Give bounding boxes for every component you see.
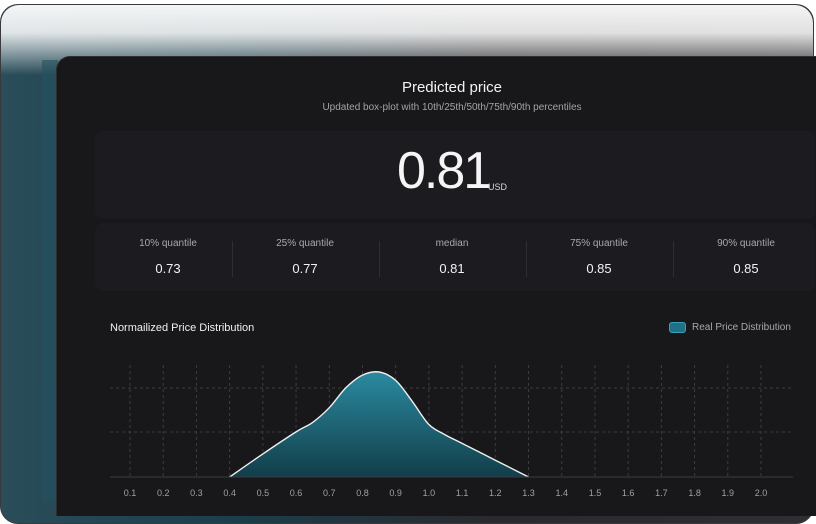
quantile-median: median 0.81: [379, 223, 525, 291]
x-tick-label: 1.7: [655, 488, 668, 498]
legend-swatch: [669, 322, 686, 333]
x-tick-label: 0.3: [190, 488, 203, 498]
quantile-label: 25% quantile: [276, 238, 334, 249]
quantile-75: 75% quantile 0.85: [526, 223, 672, 291]
x-tick-label: 0.5: [257, 488, 270, 498]
x-tick-label: 1.4: [555, 488, 568, 498]
quantile-value: 0.85: [586, 261, 612, 276]
quantile-divider: [526, 241, 527, 277]
distribution-area: [229, 371, 529, 477]
quantile-card: 10% quantile 0.73 25% quantile 0.77 medi…: [95, 223, 815, 291]
quantile-divider: [379, 241, 380, 277]
x-tick-label: 1.0: [423, 488, 436, 498]
quantile-label: 10% quantile: [139, 238, 197, 249]
quantile-label: 90% quantile: [717, 238, 775, 249]
x-axis-ticks: 0.1 0.2 0.3 0.4 0.5 0.6 0.7 0.8 0.9 1.0 1.1 1.2 1.3 1…: [124, 488, 768, 498]
x-tick-label: 0.9: [389, 488, 402, 498]
distribution-title: Normailized Price Distribution: [110, 322, 255, 334]
quantile-value: 0.85: [733, 261, 759, 276]
x-tick-label: 1.2: [489, 488, 502, 498]
quantile-90: 90% quantile 0.85: [673, 223, 816, 291]
prediction-panel: Predicted price Updated box-plot with 10…: [56, 56, 816, 516]
x-tick-label: 0.4: [223, 488, 236, 498]
chart-legend[interactable]: Real Price Distribution: [669, 322, 791, 333]
predicted-price-value: 0.81: [397, 142, 492, 200]
quantile-divider: [232, 241, 233, 277]
quantile-label: 75% quantile: [570, 238, 628, 249]
distribution-line: [229, 371, 529, 478]
quantile-divider: [673, 241, 674, 277]
x-tick-label: 0.1: [124, 488, 137, 498]
x-tick-label: 1.9: [722, 488, 735, 498]
currency-label: USD: [488, 182, 508, 192]
x-tick-label: 1.6: [622, 488, 635, 498]
quantile-25: 25% quantile 0.77: [232, 223, 378, 291]
x-tick-label: 0.8: [356, 488, 369, 498]
price-distribution-chart: 0.1 0.2 0.3 0.4 0.5 0.6 0.7 0.8 0.9 1.0 1.1 1.2 1.3 1…: [110, 365, 793, 498]
x-tick-label: 0.7: [323, 488, 336, 498]
x-tick-label: 1.5: [589, 488, 602, 498]
quantile-value: 0.77: [292, 261, 318, 276]
x-tick-label: 1.3: [522, 488, 535, 498]
panel-subtitle: Updated box-plot with 10th/25th/50th/75t…: [322, 102, 582, 113]
x-tick-label: 0.2: [157, 488, 170, 498]
x-tick-label: 0.6: [290, 488, 303, 498]
legend-label: Real Price Distribution: [692, 322, 791, 333]
background-window-edge: [42, 60, 58, 501]
quantile-label: median: [435, 238, 469, 249]
x-tick-label: 2.0: [755, 488, 768, 498]
predicted-price-card: [95, 131, 815, 219]
quantile-10: 10% quantile 0.73: [95, 223, 241, 291]
x-tick-label: 1.1: [456, 488, 469, 498]
panel-title: Predicted price: [401, 79, 503, 96]
x-tick-label: 1.8: [688, 488, 701, 498]
quantile-value: 0.81: [439, 261, 465, 276]
quantile-value: 0.73: [155, 261, 181, 276]
